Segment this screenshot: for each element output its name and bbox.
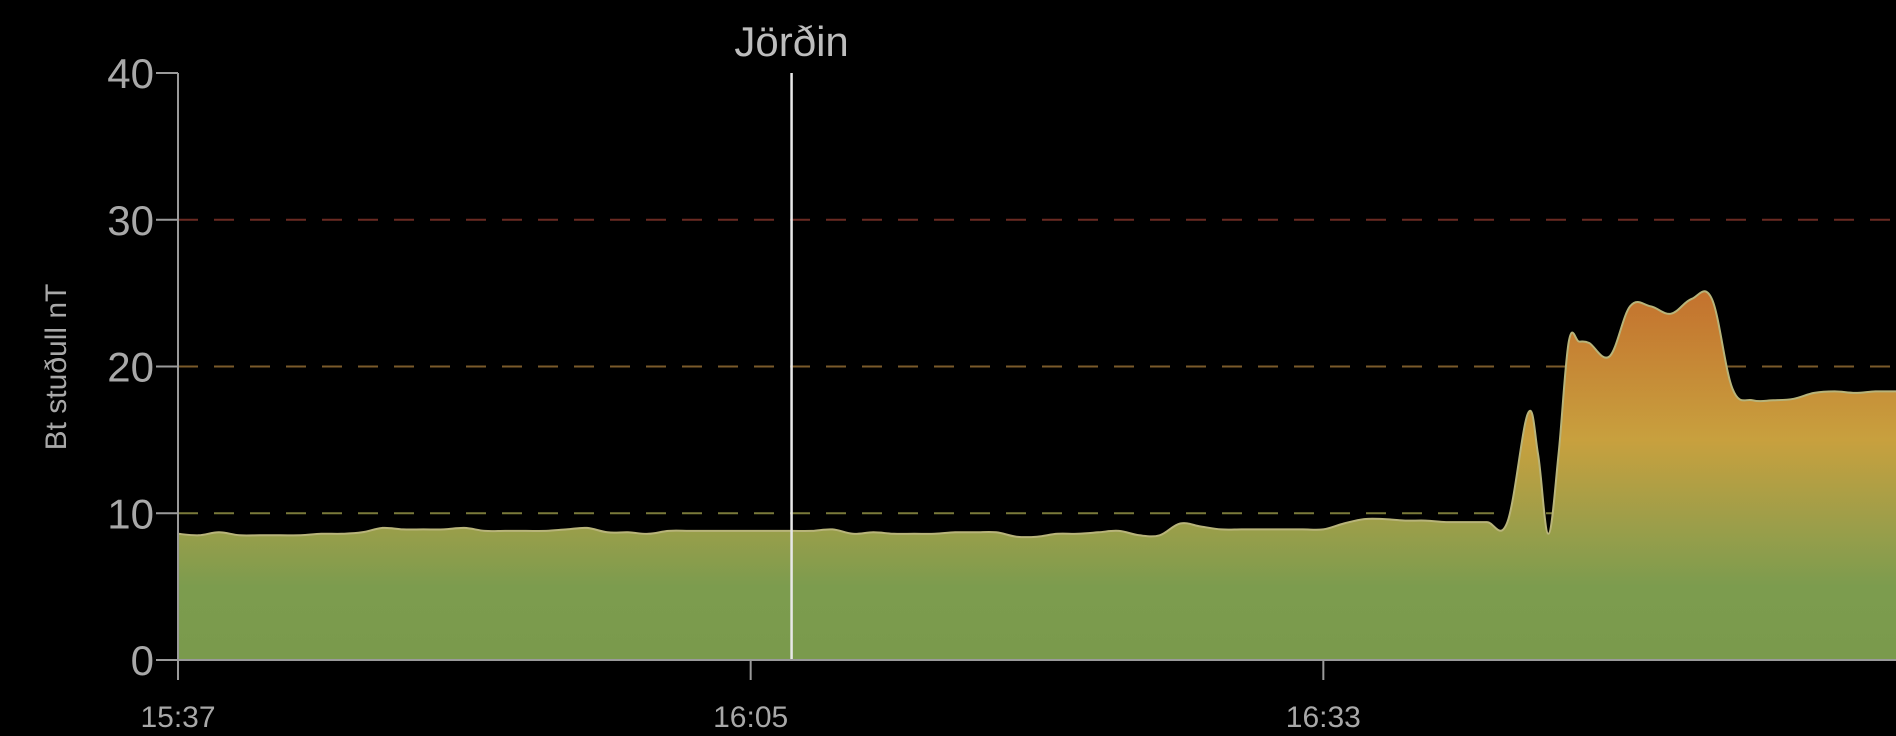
- earth-marker: Jörðin: [734, 18, 849, 660]
- bt-area-fill: [178, 291, 1896, 660]
- y-ticks: 0 10 20 30 40: [107, 50, 178, 684]
- y-tick-label-10: 10: [107, 490, 154, 537]
- earth-marker-label: Jörðin: [734, 18, 848, 65]
- y-tick-label-40: 40: [107, 50, 154, 97]
- y-axis-title: Bt stuðull nT: [40, 284, 73, 451]
- x-tick-label-15:37: 15:37: [140, 701, 215, 734]
- area-series: [177, 290, 1896, 660]
- x-tick-label-16:33: 16:33: [1286, 701, 1361, 734]
- x-ticks: 15:37 16:05 16:33: [140, 660, 1361, 734]
- bt-series-line: [177, 290, 1896, 539]
- y-tick-label-0: 0: [131, 637, 154, 684]
- x-tick-label-16:05: 16:05: [713, 701, 788, 734]
- y-tick-label-30: 30: [107, 197, 154, 244]
- y-tick-label-20: 20: [107, 344, 154, 391]
